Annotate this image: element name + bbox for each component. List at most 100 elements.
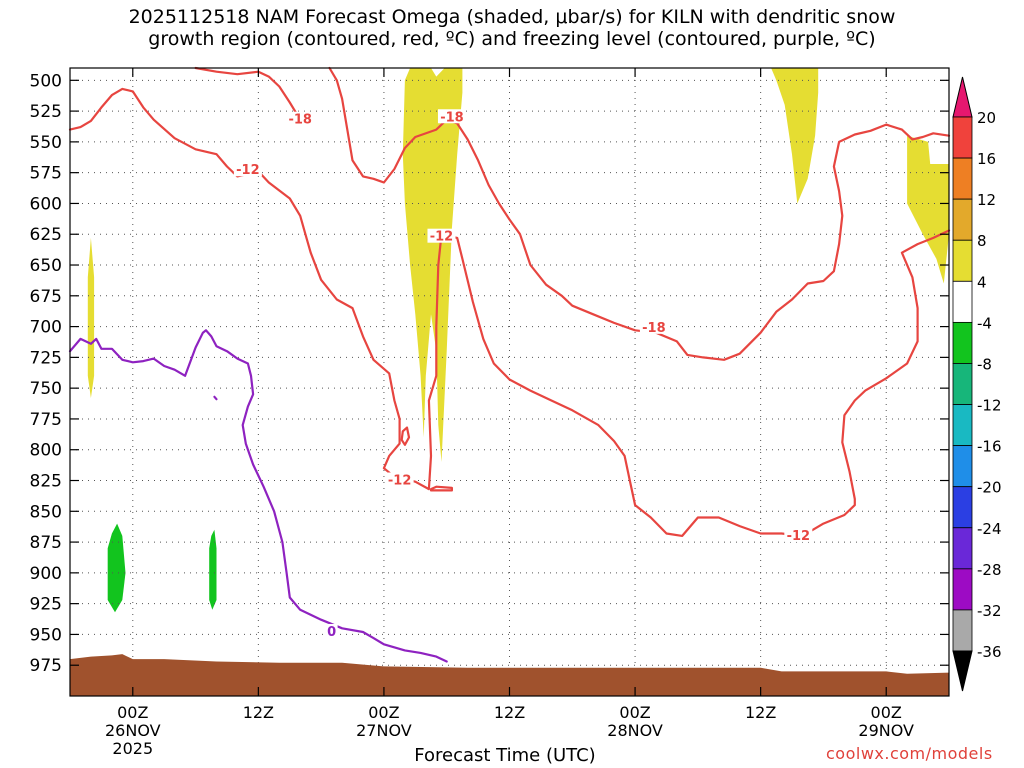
contour-label-bg	[286, 111, 315, 126]
contour-label-bg	[385, 472, 414, 487]
y-tick-label: 800	[30, 441, 62, 461]
colorbar-bin	[952, 568, 973, 611]
colorbar-bin	[952, 321, 973, 364]
omega-region-1	[771, 68, 819, 204]
colorbar: 20 16 12 8 4 -4 -8 -12 -16 -20 -24 -28 -32 -36	[952, 76, 1002, 692]
y-tick-label: 925	[30, 595, 62, 615]
colorbar-bin	[952, 527, 973, 570]
contour-dgz-18-upper	[194, 66, 302, 121]
plot-background	[70, 68, 949, 696]
contour-freezing-dot	[213, 395, 218, 401]
x-tick-label: 12Z	[494, 703, 525, 722]
colorbar-label: -20	[977, 479, 1002, 497]
colorbar-label: 8	[977, 232, 987, 250]
contour-label-bg	[784, 527, 813, 542]
x-axis-title: Forecast Time (UTC)	[414, 745, 596, 766]
colorbar-label: 4	[977, 273, 987, 291]
y-tick-label: 850	[30, 502, 62, 522]
contour-label: -12	[236, 163, 260, 178]
colorbar-bin	[952, 363, 973, 405]
colorbar-bin	[952, 445, 973, 488]
x-tick-label: 29NOV	[858, 721, 914, 740]
x-tick-label: 27NOV	[356, 721, 412, 740]
omega-region-0	[402, 68, 463, 462]
colorbar-label: 20	[977, 109, 996, 127]
x-tick-label: 00Z	[619, 703, 650, 722]
terrain-layer	[70, 654, 949, 696]
title-line-1: 2025112518 NAM Forecast Omega (shaded, μ…	[128, 6, 896, 28]
colorbar-label: -12	[977, 397, 1002, 415]
y-tick-label: 950	[30, 625, 62, 645]
y-tick-label: 675	[30, 287, 62, 307]
omega-region-5	[209, 529, 217, 610]
omega-region-4	[107, 523, 126, 613]
contour-label-bg	[639, 319, 668, 334]
y-tick-label: 900	[30, 564, 62, 584]
colorbar-bin	[952, 280, 973, 323]
chart-title: 2025112518 NAM Forecast Omega (shaded, μ…	[0, 6, 1024, 50]
gridlines-layer	[70, 68, 949, 696]
contour-dgz-tail	[429, 485, 453, 492]
colorbar-label: -4	[977, 314, 992, 332]
source-credit: coolwx.com/models	[826, 744, 993, 763]
contour-label: -12	[787, 529, 811, 544]
colorbar-label: 16	[977, 150, 996, 168]
contour-dgz-east	[328, 66, 951, 361]
omega-shading-layer	[87, 68, 949, 613]
colorbar-bin	[952, 609, 973, 652]
y-tick-label: 775	[30, 410, 62, 430]
x-tick-label: 28NOV	[607, 721, 663, 740]
title-line-2: growth region (contoured, red, ºC) and f…	[148, 28, 876, 50]
colorbar-bin	[952, 116, 973, 159]
y-tick-label: 525	[30, 102, 62, 122]
y-tick-label: 975	[30, 656, 62, 676]
contour-label: -12	[430, 230, 454, 245]
y-axis: 500 525 550 575 600 625 650 675 700 725 750 775 800 8…	[30, 71, 949, 676]
colorbar-under-triangle	[952, 650, 973, 692]
x-tick-label: 00Z	[368, 703, 399, 722]
colorbar-bin	[952, 198, 973, 241]
contour-label-bg	[427, 228, 456, 243]
contour-label-bg	[233, 162, 262, 177]
colorbar-label: -24	[977, 520, 1002, 538]
contours-layer	[68, 66, 951, 663]
y-tick-label: 700	[30, 318, 62, 338]
colorbar-bin	[952, 157, 973, 200]
x-tick-label: 12Z	[243, 703, 274, 722]
contour-label-bg	[325, 623, 338, 638]
contour-dgz-island	[400, 426, 411, 446]
y-tick-label: 650	[30, 256, 62, 276]
omega-region-3	[87, 237, 95, 398]
omega-region-2	[907, 135, 949, 284]
colorbar-label: -36	[977, 643, 1002, 661]
contour-label-bg	[437, 109, 466, 124]
y-tick-label: 875	[30, 533, 62, 553]
colorbar-label: -8	[977, 355, 992, 373]
y-tick-label: 500	[30, 71, 62, 91]
contour-labels-layer: -18 -12 -18 -12 -12 -18 -12 0	[233, 109, 813, 640]
x-tick-label: 2025	[112, 739, 153, 758]
contour-label: -18	[642, 321, 666, 336]
colorbar-label: -32	[977, 602, 1002, 620]
colorbar-label: 12	[977, 191, 996, 209]
terrain-fill	[70, 654, 949, 696]
y-tick-label: 825	[30, 472, 62, 492]
y-tick-label: 750	[30, 379, 62, 399]
y-tick-label: 725	[30, 348, 62, 368]
colorbar-bin	[952, 404, 973, 447]
contour-label: -18	[288, 113, 312, 128]
y-tick-label: 625	[30, 225, 62, 245]
contour-freezing-0C	[68, 329, 448, 663]
colorbar-label: -16	[977, 438, 1002, 456]
contour-label: 0	[327, 625, 336, 640]
y-tick-label: 550	[30, 133, 62, 153]
colorbar-bin	[952, 486, 973, 529]
contour-label: -18	[440, 110, 464, 125]
x-tick-label: 00Z	[871, 703, 902, 722]
colorbar-over-triangle	[952, 76, 973, 118]
colorbar-bin	[952, 239, 973, 282]
x-tick-label: 00Z	[117, 703, 148, 722]
x-tick-label: 12Z	[745, 703, 776, 722]
